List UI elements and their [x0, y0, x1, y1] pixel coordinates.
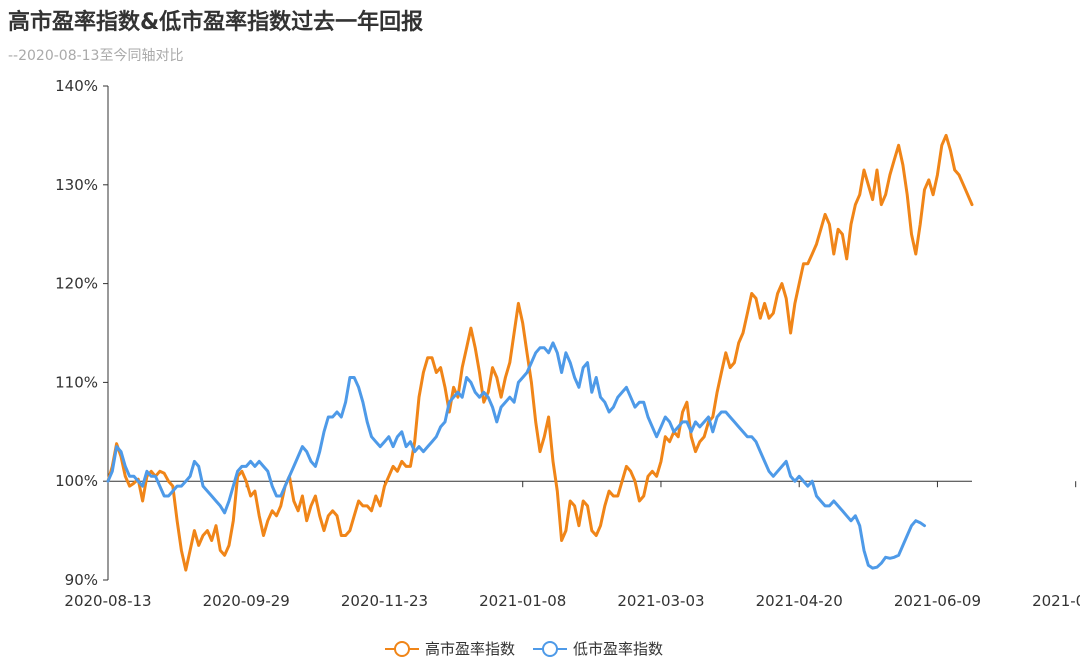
- x-tick-label: 2021-07-27: [1032, 592, 1080, 610]
- y-tick-label: 110%: [55, 373, 98, 391]
- series-line-high: [106, 133, 974, 572]
- y-tick-label: 140%: [55, 77, 98, 95]
- y-tick-label: 120%: [55, 275, 98, 293]
- legend: 高市盈率指数 低市盈率指数: [385, 638, 681, 659]
- x-tick-label: 2021-04-20: [756, 592, 843, 610]
- line-chart: 90% 100% 110% 120% 130% 140% 2020-08-13 2020-09…: [55, 77, 1080, 610]
- chart-subtitle: --2020-08-13至今同轴对比: [8, 48, 184, 64]
- x-tick-label: 2020-08-13: [64, 592, 151, 610]
- x-tick-label: 2020-11-23: [341, 592, 428, 610]
- x-tick-label: 2021-06-09: [894, 592, 981, 610]
- y-tick-label: 100%: [55, 472, 98, 490]
- legend-item-high[interactable]: 高市盈率指数: [385, 638, 515, 659]
- x-tick-label: 2021-03-03: [617, 592, 704, 610]
- legend-high-label: 高市盈率指数: [425, 640, 516, 658]
- x-tick-label: 2021-01-08: [479, 592, 566, 610]
- series-line-low: [106, 341, 926, 570]
- chart-title: 高市盈率指数&低市盈率指数过去一年回报: [8, 10, 424, 35]
- x-tick-label: 2020-09-29: [203, 592, 290, 610]
- legend-item-low[interactable]: 低市盈率指数: [533, 638, 663, 659]
- legend-low-swatch-icon: [533, 640, 568, 657]
- legend-high-swatch-icon: [385, 640, 419, 657]
- legend-low-label: 低市盈率指数: [573, 640, 664, 658]
- y-tick-label: 90%: [65, 571, 98, 589]
- y-tick-label: 130%: [55, 176, 98, 194]
